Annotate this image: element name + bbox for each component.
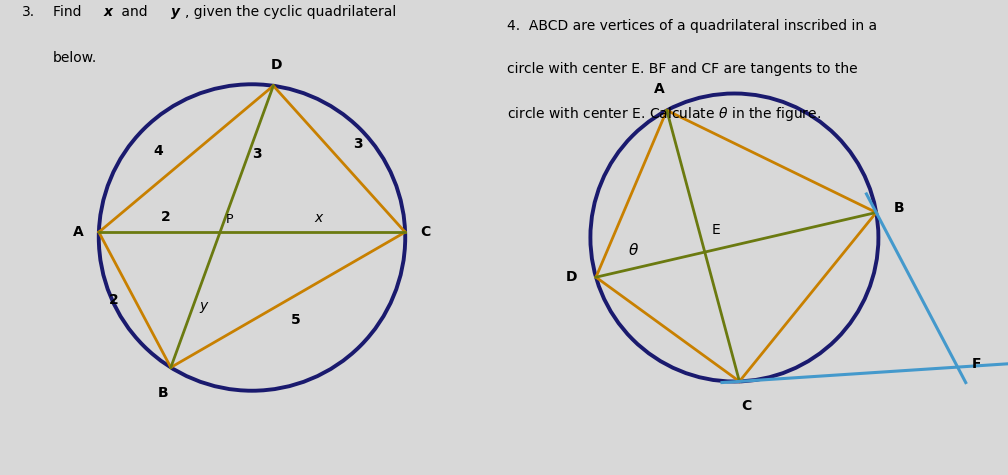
Text: x: x: [314, 211, 323, 225]
Text: D: D: [565, 270, 578, 284]
Text: y: y: [170, 5, 179, 19]
Text: 5: 5: [290, 313, 300, 327]
Text: x: x: [104, 5, 112, 19]
Text: F: F: [972, 357, 982, 371]
Text: 2: 2: [109, 293, 118, 307]
Text: B: B: [158, 386, 168, 400]
Text: 3: 3: [353, 137, 363, 151]
Text: 3.: 3.: [22, 5, 35, 19]
Text: P: P: [226, 213, 234, 226]
Text: , given the cyclic quadrilateral: , given the cyclic quadrilateral: [184, 5, 396, 19]
Text: $\theta$: $\theta$: [628, 242, 639, 258]
Text: C: C: [742, 399, 752, 413]
Text: B: B: [893, 201, 904, 215]
Text: and: and: [117, 5, 152, 19]
Text: circle with center E. BF and CF are tangents to the: circle with center E. BF and CF are tang…: [507, 62, 858, 76]
Text: circle with center E. Calculate $\theta$ in the figure.: circle with center E. Calculate $\theta$…: [507, 105, 821, 123]
Text: 4.  ABCD are vertices of a quadrilateral inscribed in a: 4. ABCD are vertices of a quadrilateral …: [507, 19, 877, 33]
Text: below.: below.: [52, 50, 97, 65]
Text: C: C: [420, 225, 430, 239]
Text: E: E: [712, 223, 720, 238]
Text: A: A: [654, 82, 665, 96]
Text: 2: 2: [160, 210, 170, 224]
Text: Find: Find: [52, 5, 86, 19]
Text: y: y: [199, 299, 208, 313]
Text: 3: 3: [253, 147, 262, 162]
Text: 4: 4: [153, 144, 163, 158]
Text: D: D: [270, 58, 282, 72]
Text: A: A: [73, 225, 84, 239]
